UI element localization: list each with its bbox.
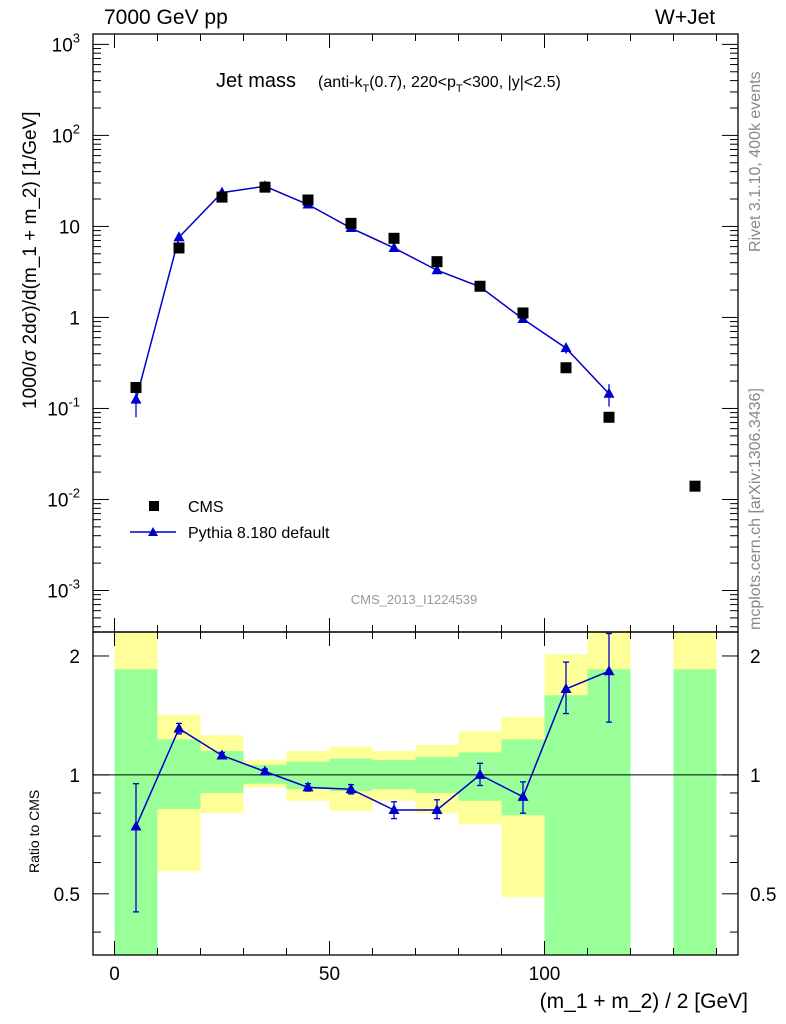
ratio-point: [173, 722, 185, 733]
x-tick-label: 100: [529, 964, 561, 985]
y-axis-label-ratio: Ratio to CMS: [26, 790, 42, 873]
cms-point: [259, 181, 271, 193]
ratio-point: [345, 783, 357, 794]
ratio-point: [130, 820, 142, 831]
main-plot-frame: [92, 33, 739, 633]
cms-point: [388, 232, 400, 244]
cms-point: [302, 194, 314, 206]
legend-cms-label: CMS: [188, 499, 224, 516]
legend: CMS Pythia 8.180 default: [130, 499, 330, 542]
cms-point: [173, 242, 185, 254]
pythia-point: [603, 387, 615, 398]
analysis-id: CMS_2013_I1224539: [351, 592, 478, 607]
pythia-point: [130, 393, 142, 404]
ratio-bands: [114, 632, 717, 955]
ratio-point: [517, 790, 529, 801]
cms-point: [517, 307, 529, 319]
y-tick-label-top: 10-2: [47, 485, 80, 511]
pythia-point: [560, 342, 572, 353]
pythia-point: [431, 264, 443, 275]
ratio-point: [474, 768, 486, 779]
y-tick-label-top: 102: [52, 121, 80, 147]
y-tick-label-top: 103: [52, 30, 80, 56]
ratio-point: [216, 749, 228, 760]
legend-pythia-marker: [148, 527, 158, 536]
header-left: 7000 GeV pp: [104, 6, 228, 29]
cms-point: [130, 381, 142, 393]
x-tick-label: 50: [319, 964, 340, 985]
ratio-point: [603, 665, 615, 676]
ratio-point: [302, 781, 314, 792]
ratio-band-inner: [673, 669, 717, 955]
ratio-point: [431, 803, 443, 814]
pythia-point: [388, 241, 400, 252]
ratio-y-tick-label: 0.5: [54, 885, 80, 906]
cms-point: [689, 480, 701, 492]
ratio-point: [388, 803, 400, 814]
cms-point: [474, 280, 486, 292]
y-tick-label-top: 10: [59, 217, 80, 238]
cms-point: [345, 217, 357, 229]
data-points: [130, 180, 701, 913]
ratio-y-tick-label-right: 2: [750, 647, 761, 668]
x-tick-label: 0: [109, 964, 120, 985]
cms-point: [216, 191, 228, 203]
ratio-y-tick-label: 2: [69, 647, 80, 668]
cms-point: [560, 362, 572, 374]
ratio-point: [259, 765, 271, 776]
ratio-point: [560, 682, 572, 693]
legend-pythia-label: Pythia 8.180 default: [188, 525, 330, 542]
pythia-line: [135, 185, 610, 400]
ratio-line: [135, 670, 610, 827]
ratio-y-tick-label-right: 0.5: [750, 885, 776, 906]
y-tick-label-top: 10-1: [47, 394, 80, 420]
ratio-band-inner: [157, 739, 201, 809]
header-right: W+Jet: [655, 6, 716, 29]
cms-point: [603, 411, 615, 423]
ratio-band-inner: [544, 695, 588, 955]
chart-title-main: Jet mass: [216, 70, 296, 92]
ticks: 0 50 100 10-3 10-2 10-1 1 10 102 103 0.5 0.5 1 1 2 2: [47, 30, 776, 985]
pythia-point: [173, 231, 185, 242]
y-tick-label-top: 10-3: [47, 577, 80, 603]
x-axis-label: (m_1 + m_2) / 2 [GeV]: [540, 990, 748, 1013]
cms-point: [431, 256, 443, 268]
legend-cms-marker: [149, 501, 159, 511]
y-tick-label-top: 1: [69, 308, 80, 329]
y-axis-label-top: 1000/σ 2dσ)/d(m_1 + m_2) [1/GeV]: [20, 111, 41, 409]
ratio-y-tick-label: 1: [69, 766, 80, 787]
ratio-y-tick-label-right: 1: [750, 766, 761, 787]
chart-title-sub: (anti-kT(0.7), 220<pT<300, |y|<2.5): [318, 74, 561, 95]
